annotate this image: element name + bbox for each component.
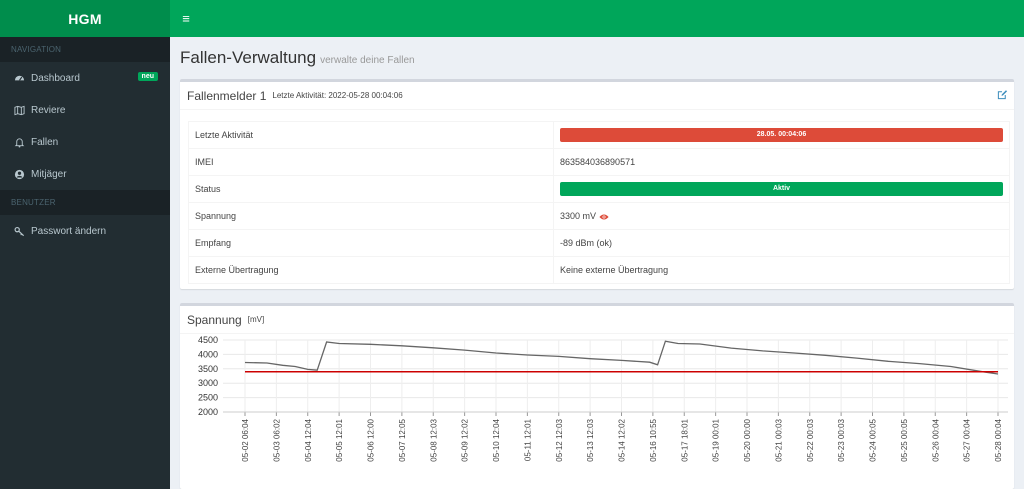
x-tick-label: 05-22 00:03 — [806, 418, 815, 461]
table-row: Externe Übertragung Keine externe Übertr… — [188, 256, 1010, 284]
x-tick-label: 05-10 12:04 — [492, 418, 501, 461]
device-box-header: Fallenmelder 1 Letzte Aktivität: 2022-05… — [180, 82, 1014, 110]
device-info-box: Fallenmelder 1 Letzte Aktivität: 2022-05… — [180, 79, 1014, 289]
x-tick-label: 05-21 00:03 — [774, 418, 783, 461]
dashboard-icon — [13, 72, 25, 84]
row-key: Externe Übertragung — [188, 256, 554, 284]
sidebar-header-benutzer: BENUTZER — [0, 190, 170, 215]
y-tick-label: 4000 — [198, 349, 218, 359]
device-title: Fallenmelder 1 — [187, 88, 267, 103]
status-bar: Aktiv — [560, 182, 1003, 196]
new-badge: neu — [137, 72, 158, 81]
voltage-chart: 2000 2500 3000 3500 4000 4500 05-02 06:04 05-03… — [198, 335, 1008, 462]
key-icon — [13, 225, 25, 237]
row-value-cell: Aktiv — [553, 175, 1010, 203]
x-tick-label: 05-25 00:05 — [900, 418, 909, 461]
sidebar-item-fallen[interactable]: Fallen — [0, 126, 170, 158]
device-info-table: Letzte Aktivität 28.05. 00:04:06 IMEI 86… — [188, 121, 1010, 284]
sidebar-toggle-button[interactable]: ≡ — [178, 0, 194, 37]
y-tick-label: 2000 — [198, 407, 218, 417]
y-tick-label: 2500 — [198, 393, 218, 403]
main-content: Fallen-Verwaltung verwalte deine Fallen F… — [170, 37, 1024, 489]
row-key: IMEI — [188, 148, 554, 176]
x-tick-label: 05-08 12:03 — [429, 418, 438, 461]
x-tick-label: 05-28 00:04 — [994, 418, 1003, 461]
sidebar-item-label: Passwort ändern — [31, 225, 107, 237]
signal-value: -89 dBm (ok) — [553, 229, 1010, 257]
voltage-series-line — [244, 340, 999, 375]
row-key: Empfang — [188, 229, 554, 257]
imei-value: 863584036890571 — [553, 148, 1010, 176]
x-tick-label: 05-26 00:04 — [931, 418, 940, 461]
sidebar-item-label: Reviere — [31, 104, 66, 116]
voltage-unit: [mV] — [247, 315, 265, 324]
sidebar-item-label: Fallen — [31, 136, 59, 148]
x-tick-label: 05-02 06:04 — [241, 418, 250, 461]
bell-icon — [13, 136, 25, 148]
x-tick-label: 05-05 12:01 — [335, 418, 344, 461]
table-row: IMEI 863584036890571 — [188, 148, 1010, 176]
x-tick-label: 05-17 18:01 — [680, 418, 689, 461]
eye-icon[interactable] — [599, 213, 609, 221]
app-logo[interactable]: HGM — [0, 0, 170, 37]
sidebar-item-label: Dashboard — [31, 72, 80, 84]
y-tick-label: 3500 — [198, 364, 218, 374]
table-row: Letzte Aktivität 28.05. 00:04:06 — [188, 121, 1010, 149]
top-navbar: HGM ≡ — [0, 0, 1024, 37]
x-tick-label: 05-27 00:04 — [963, 418, 972, 461]
edit-icon[interactable] — [997, 89, 1008, 100]
map-icon — [13, 104, 25, 116]
x-tick-label: 05-14 12:02 — [618, 418, 627, 461]
y-tick-label: 3000 — [198, 378, 218, 388]
x-tick-label: 05-03 06:02 — [272, 418, 281, 461]
table-row: Spannung 3300 mV — [188, 202, 1010, 230]
voltage-value: 3300 mV — [560, 211, 597, 221]
sidebar-item-passwort[interactable]: Passwort ändern — [0, 215, 170, 247]
last-activity-bar: 28.05. 00:04:06 — [560, 128, 1003, 142]
bars-icon: ≡ — [182, 11, 190, 26]
x-tick-label: 05-19 00:01 — [712, 418, 721, 461]
sidebar-item-reviere[interactable]: Reviere — [0, 94, 170, 126]
x-tick-label: 05-09 12:02 — [461, 418, 470, 461]
voltage-box-header: Spannung [mV] — [180, 306, 1014, 334]
y-tick-label: 4500 — [198, 335, 218, 345]
sidebar-item-mitjaeger[interactable]: Mitjäger — [0, 158, 170, 190]
device-last-activity: Letzte Aktivität: 2022-05-28 00:04:06 — [272, 91, 403, 100]
row-key: Letzte Aktivität — [188, 121, 554, 149]
x-tick-label: 05-04 12:04 — [304, 418, 313, 461]
user-circle-icon — [13, 168, 25, 180]
x-tick-label: 05-11 12:01 — [523, 418, 532, 461]
table-row: Status Aktiv — [188, 175, 1010, 203]
voltage-chart-box: Spannung [mV] 2000 2500 3000 3500 4000 4500 05… — [180, 303, 1014, 489]
row-key: Spannung — [188, 202, 554, 230]
sidebar: NAVIGATION Dashboard neu Reviere Fallen … — [0, 37, 170, 489]
x-tick-label: 05-12 12:03 — [555, 418, 564, 461]
page-subtitle: verwalte deine Fallen — [320, 55, 415, 66]
sidebar-item-dashboard[interactable]: Dashboard neu — [0, 62, 170, 94]
sidebar-item-label: Mitjäger — [31, 168, 67, 180]
row-value-cell: 28.05. 00:04:06 — [553, 121, 1010, 149]
sidebar-header-navigation: NAVIGATION — [0, 37, 170, 62]
external-transfer-value: Keine externe Übertragung — [553, 256, 1010, 284]
x-tick-label: 05-20 00:00 — [743, 418, 752, 461]
x-tick-label: 05-24 00:05 — [869, 418, 878, 461]
x-tick-label: 05-06 12:00 — [367, 418, 376, 461]
table-row: Empfang -89 dBm (ok) — [188, 229, 1010, 257]
row-key: Status — [188, 175, 554, 203]
x-tick-label: 05-16 10:55 — [649, 418, 658, 461]
x-tick-label: 05-07 12:05 — [398, 418, 407, 461]
voltage-title: Spannung — [187, 312, 242, 327]
x-tick-label: 05-13 12:03 — [586, 418, 595, 461]
page-title: Fallen-Verwaltung verwalte deine Fallen — [180, 48, 415, 68]
x-tick-label: 05-23 00:03 — [837, 418, 846, 461]
row-value-cell: 3300 mV — [553, 202, 1010, 230]
page-title-text: Fallen-Verwaltung — [180, 48, 317, 67]
